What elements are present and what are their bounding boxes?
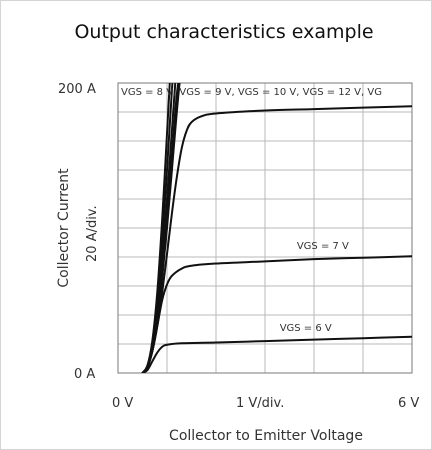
- y-axis-label: Collector Current: [56, 168, 72, 288]
- x-tick-label-right: 6 V: [398, 396, 419, 411]
- x-tick-label-mid: 1 V/div.: [236, 396, 284, 411]
- annotation-label-2: VGS = 7 V: [297, 241, 349, 252]
- series-line-8: [141, 83, 171, 373]
- series-line-3: [141, 105, 412, 373]
- plot-area: VGS = 8 V, VGS = 9 V, VGS = 10 V, VGS = …: [117, 82, 413, 374]
- y-tick-label-mid: 20 A/div.: [85, 205, 100, 262]
- y-tick-label-bottom: 0 A: [74, 367, 95, 382]
- x-axis-label: Collector to Emitter Voltage: [169, 428, 363, 444]
- curves-group: [141, 83, 412, 373]
- annotation-label-3: VGS = 6 V: [280, 323, 332, 334]
- x-tick-label-left: 0 V: [112, 396, 133, 411]
- series-line-7: [141, 83, 174, 373]
- annotation-label-1: VGS = 8 V, VGS = 9 V, VGS = 10 V, VGS = …: [121, 87, 382, 98]
- series-line-1: [141, 335, 412, 373]
- plot-border: [117, 82, 413, 374]
- y-tick-label-top: 200 A: [58, 82, 96, 97]
- chart-title: Output characteristics example: [74, 21, 373, 43]
